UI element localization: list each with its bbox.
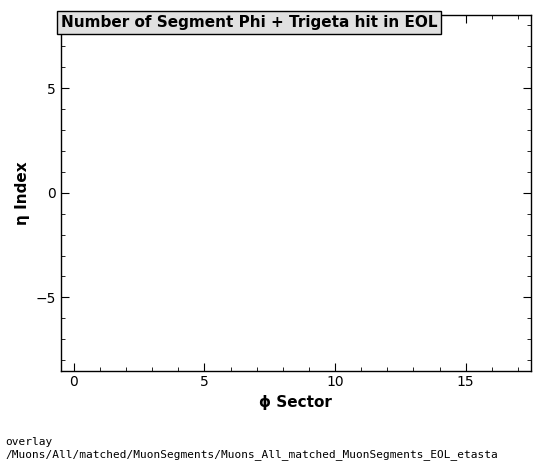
Text: overlay
/Muons/All/matched/MuonSegments/Muons_All_matched_MuonSegments_EOL_etast: overlay /Muons/All/matched/MuonSegments/… (5, 437, 498, 460)
Y-axis label: η Index: η Index (15, 161, 30, 225)
Text: Number of Segment Phi + Trigeta hit in EOL: Number of Segment Phi + Trigeta hit in E… (61, 15, 437, 30)
X-axis label: ϕ Sector: ϕ Sector (259, 395, 333, 410)
